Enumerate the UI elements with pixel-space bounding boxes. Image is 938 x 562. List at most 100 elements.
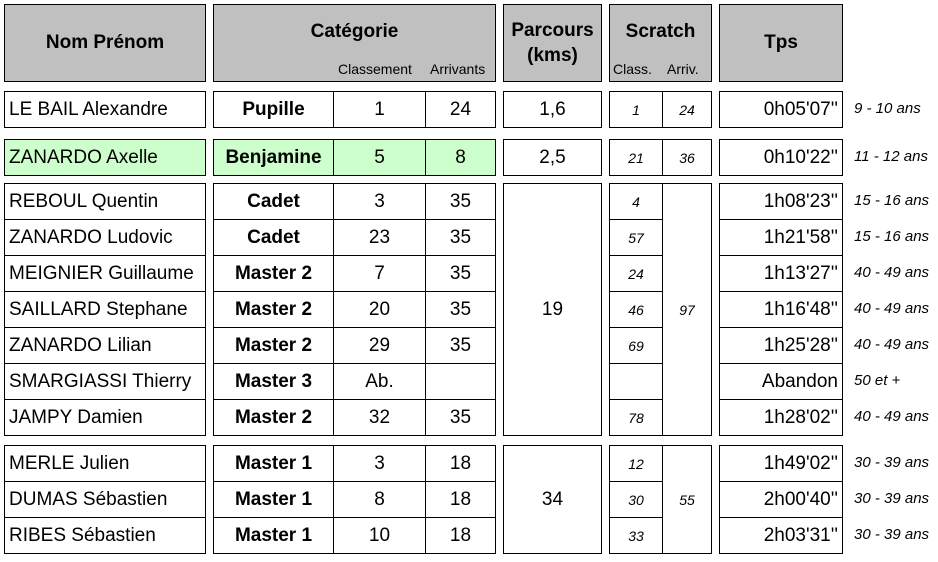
course-cell-text: 2,5	[539, 146, 566, 168]
category-finishers-cell: 35	[425, 183, 496, 220]
name-cell-text: ZANARDO Ludovic	[9, 226, 173, 248]
category-finishers-cell: 35	[425, 219, 496, 256]
category-rank-cell-text: 1	[374, 98, 385, 120]
category-rank-cell: 20	[333, 291, 426, 328]
category-cell-text: Master 1	[234, 452, 313, 474]
category-cell: Cadet	[213, 219, 334, 256]
course-cell-text: 34	[541, 488, 564, 510]
name-cell-text: REBOUL Quentin	[9, 190, 159, 212]
header-category-label: Catégorie	[310, 21, 399, 42]
name-cell-text: ZANARDO Axelle	[9, 146, 158, 168]
header-name: Nom Prénom	[4, 4, 206, 82]
category-rank-cell: 8	[333, 481, 426, 518]
name-cell-text: JAMPY Damien	[9, 406, 143, 428]
category-rank-cell-text: 32	[368, 406, 391, 428]
category-cell-text: Master 1	[234, 524, 313, 546]
category-cell: Benjamine	[213, 139, 334, 176]
name-cell: RIBES Sébastien	[4, 517, 206, 554]
name-cell-text: MEIGNIER Guillaume	[9, 262, 194, 284]
time-cell-text: 1h13'27''	[763, 262, 838, 284]
time-cell: 0h05'07''	[719, 91, 843, 128]
scratch-rank-cell-text: 46	[628, 301, 644, 318]
category-finishers-cell: 18	[425, 445, 496, 482]
category-rank-cell-text: 8	[374, 488, 385, 510]
name-cell-text: RIBES Sébastien	[9, 524, 156, 546]
scratch-finishers-cell: 24	[662, 91, 712, 128]
scratch-rank-cell-text: 12	[628, 455, 644, 472]
time-cell-text: 0h10'22''	[763, 146, 838, 168]
category-finishers-cell: 35	[425, 327, 496, 364]
category-cell: Pupille	[213, 91, 334, 128]
name-cell: SAILLARD Stephane	[4, 291, 206, 328]
scratch-rank-cell-text: 57	[628, 229, 644, 246]
scratch-rank-cell	[609, 363, 663, 400]
name-cell: MEIGNIER Guillaume	[4, 255, 206, 292]
category-cell-text: Master 1	[234, 488, 313, 510]
category-rank-cell-text: 10	[368, 524, 391, 546]
name-cell-text: LE BAIL Alexandre	[9, 98, 168, 120]
scratch-finishers-cell: 97	[662, 183, 712, 436]
category-cell-text: Cadet	[247, 190, 300, 212]
category-finishers-cell-text: 24	[449, 98, 472, 120]
course-cell: 34	[503, 445, 602, 554]
category-rank-cell-text: 5	[374, 146, 385, 168]
scratch-rank-cell: 4	[609, 183, 663, 220]
category-rank-cell: 1	[333, 91, 426, 128]
name-cell-text: ZANARDO Lilian	[9, 334, 152, 356]
category-finishers-cell-text: 18	[449, 452, 472, 474]
age-group: 11 - 12 ans	[854, 148, 928, 165]
category-finishers-cell: 35	[425, 291, 496, 328]
age-group: 50 et +	[854, 372, 901, 389]
name-cell-text: SMARGIASSI Thierry	[9, 370, 192, 392]
category-cell-text: Pupille	[242, 98, 305, 120]
category-cell-text: Master 3	[234, 370, 313, 392]
time-cell: 1h13'27''	[719, 255, 843, 292]
category-rank-cell-text: 3	[374, 190, 385, 212]
category-rank-cell-text: Ab.	[365, 370, 394, 392]
category-finishers-cell-text: 35	[449, 406, 472, 428]
category-cell-text: Master 2	[234, 298, 313, 320]
category-cell: Master 2	[213, 291, 334, 328]
category-rank-cell: 29	[333, 327, 426, 364]
category-finishers-cell: 18	[425, 481, 496, 518]
scratch-rank-cell: 12	[609, 445, 663, 482]
header-course: Parcours (kms)	[503, 4, 602, 82]
time-cell: 0h10'22''	[719, 139, 843, 176]
category-rank-cell-text: 3	[374, 452, 385, 474]
age-group: 40 - 49 ans	[854, 408, 930, 425]
header-category-finishers: Arrivants	[430, 61, 486, 77]
header-time-label: Tps	[764, 32, 798, 53]
category-rank-cell-text: 20	[368, 298, 391, 320]
name-cell: REBOUL Quentin	[4, 183, 206, 220]
name-cell-text: SAILLARD Stephane	[9, 298, 188, 320]
time-cell: 1h49'02''	[719, 445, 843, 482]
time-cell-text: 1h21'58''	[763, 226, 838, 248]
name-cell: MERLE Julien	[4, 445, 206, 482]
category-cell: Master 2	[213, 327, 334, 364]
category-finishers-cell	[425, 363, 496, 400]
time-cell: 1h21'58''	[719, 219, 843, 256]
category-rank-cell: 3	[333, 183, 426, 220]
category-rank-cell: 3	[333, 445, 426, 482]
category-finishers-cell: 35	[425, 399, 496, 436]
category-rank-cell: 10	[333, 517, 426, 554]
scratch-rank-cell: 24	[609, 255, 663, 292]
name-cell: DUMAS Sébastien	[4, 481, 206, 518]
category-finishers-cell-text: 18	[449, 488, 472, 510]
scratch-finishers-cell-text: 97	[679, 301, 695, 318]
category-rank-cell-text: 7	[374, 262, 385, 284]
category-finishers-cell-text: 35	[449, 334, 472, 356]
category-finishers-cell: 35	[425, 255, 496, 292]
category-cell: Master 2	[213, 399, 334, 436]
header-category-rank: Classement	[338, 61, 412, 77]
header-name-label: Nom Prénom	[45, 32, 165, 53]
category-cell-text: Cadet	[247, 226, 300, 248]
category-cell: Cadet	[213, 183, 334, 220]
category-finishers-cell-text: 35	[449, 298, 472, 320]
name-cell-text: MERLE Julien	[9, 452, 130, 474]
age-group: 30 - 39 ans	[854, 454, 930, 471]
category-rank-cell: 23	[333, 219, 426, 256]
category-finishers-cell: 24	[425, 91, 496, 128]
scratch-finishers-cell-text: 55	[679, 491, 695, 508]
name-cell: LE BAIL Alexandre	[4, 91, 206, 128]
